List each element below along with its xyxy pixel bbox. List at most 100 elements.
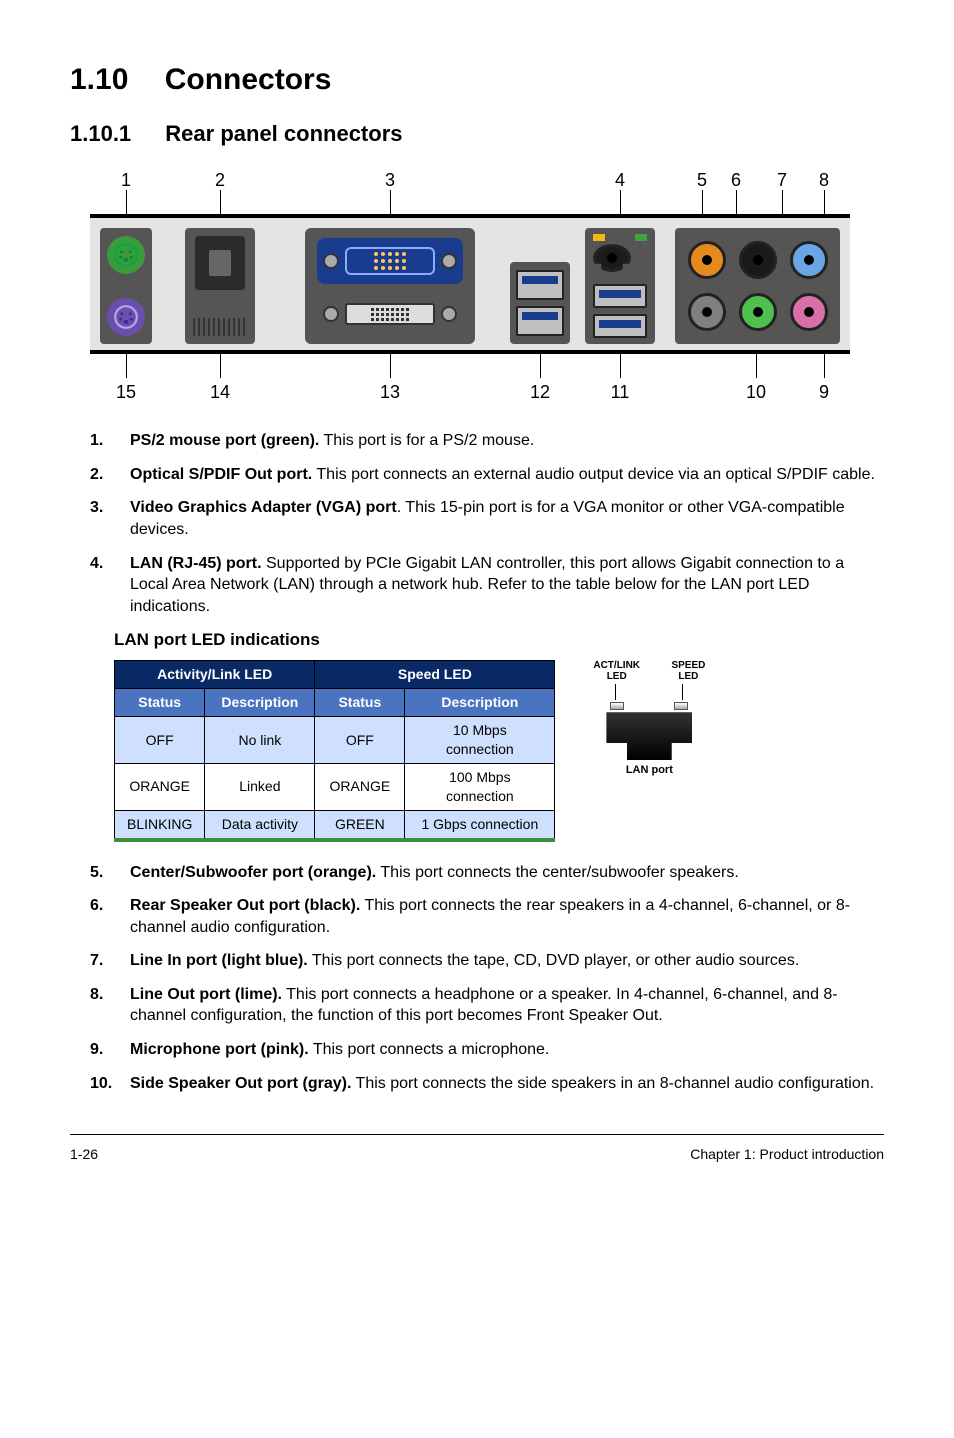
- ps2-mouse-port-icon: [107, 236, 145, 274]
- table-cell: 10 Mbps connection: [405, 717, 555, 764]
- screw-icon: [323, 253, 339, 269]
- item-text: Side Speaker Out port (gray). This port …: [130, 1073, 884, 1095]
- table-cell: ORANGE: [115, 763, 205, 810]
- section-heading: 1.10 Connectors: [70, 60, 884, 101]
- item-bold: Video Graphics Adapter (VGA) port: [130, 499, 397, 516]
- table-cell: 1 Gbps connection: [405, 810, 555, 839]
- usb-port-icon: [516, 306, 564, 336]
- callout-number: 13: [378, 380, 402, 404]
- list-item: 2.Optical S/PDIF Out port. This port con…: [90, 464, 884, 486]
- item-number: 9.: [90, 1039, 130, 1061]
- ps2-block: [100, 228, 152, 344]
- item-bold: Microphone port (pink).: [130, 1041, 309, 1058]
- lan-port-figure: ACT/LINK LED SPEED LED LAN port: [593, 660, 705, 776]
- callout-number: 4: [608, 168, 632, 192]
- item-text: Center/Subwoofer port (orange). This por…: [130, 862, 884, 884]
- table-subheader-cell: Status: [315, 689, 405, 717]
- rear-panel-diagram: 12345678: [90, 168, 884, 400]
- callout-tick: [756, 354, 757, 378]
- table-row: ORANGELinkedORANGE100 Mbps connection: [115, 763, 555, 810]
- callout-number: 12: [528, 380, 552, 404]
- callout-tick: [390, 354, 391, 378]
- audio-block: [675, 228, 840, 344]
- screw-icon: [441, 306, 457, 322]
- callouts-bottom: 1514131211109: [90, 354, 850, 400]
- audio-jack-icon: [790, 241, 828, 279]
- table-sub-header: StatusDescriptionStatusDescription: [115, 689, 555, 717]
- item-text: Rear Speaker Out port (black). This port…: [130, 895, 884, 938]
- item-text: Microphone port (pink). This port connec…: [130, 1039, 884, 1061]
- lan-fig-label-left: ACT/LINK LED: [593, 660, 640, 682]
- item-number: 4.: [90, 553, 130, 618]
- callout-tick: [620, 354, 621, 378]
- rear-panel: [90, 214, 850, 354]
- table-cell: GREEN: [315, 810, 405, 839]
- item-bold: Optical S/PDIF Out port.: [130, 466, 312, 483]
- screw-icon: [441, 253, 457, 269]
- vent-icon: [193, 318, 247, 336]
- led-icon: [610, 702, 624, 710]
- table-subheader-cell: Description: [405, 689, 555, 717]
- callout-number: 8: [812, 168, 836, 192]
- callout-tick: [390, 190, 391, 214]
- callout-number: 1: [114, 168, 138, 192]
- item-text: Optical S/PDIF Out port. This port conne…: [130, 464, 884, 486]
- item-bold: Side Speaker Out port (gray).: [130, 1075, 351, 1092]
- item-text: Line Out port (lime). This port connects…: [130, 984, 884, 1027]
- callout-tick: [540, 354, 541, 378]
- table-row: OFFNo linkOFF10 Mbps connection: [115, 717, 555, 764]
- subsection-heading: 1.10.1 Rear panel connectors: [70, 119, 884, 149]
- item-number: 7.: [90, 950, 130, 972]
- table-cell: OFF: [115, 717, 205, 764]
- item-bold: Center/Subwoofer port (orange).: [130, 864, 376, 881]
- callout-number: 11: [608, 380, 632, 404]
- page-number: 1-26: [70, 1145, 98, 1164]
- subsection-title: Rear panel connectors: [165, 121, 402, 146]
- item-bold: Rear Speaker Out port (black).: [130, 897, 360, 914]
- lan-jack-icon: [606, 702, 692, 760]
- table-row: BLINKINGData activityGREEN1 Gbps connect…: [115, 810, 555, 839]
- usb-port-icon: [593, 314, 647, 338]
- callout-number: 2: [208, 168, 232, 192]
- item-text: Line In port (light blue). This port con…: [130, 950, 884, 972]
- list-item: 7.Line In port (light blue). This port c…: [90, 950, 884, 972]
- table-cell: Linked: [205, 763, 315, 810]
- callout-number: 10: [744, 380, 768, 404]
- section-title: Connectors: [165, 63, 332, 96]
- video-block: [305, 228, 475, 344]
- item-bold: Line In port (light blue).: [130, 952, 308, 969]
- lan-fig-caption: LAN port: [593, 764, 705, 776]
- item-number: 8.: [90, 984, 130, 1027]
- callout-tick: [824, 190, 825, 214]
- callout-tick: [620, 190, 621, 214]
- list-item: 8.Line Out port (lime). This port connec…: [90, 984, 884, 1027]
- callouts-top: 12345678: [90, 168, 850, 214]
- callout-number: 7: [770, 168, 794, 192]
- table-cell: 100 Mbps connection: [405, 763, 555, 810]
- table-cell: No link: [205, 717, 315, 764]
- callout-number: 15: [114, 380, 138, 404]
- lan-led-section: LAN port LED indications Activity/Link L…: [114, 629, 884, 841]
- callout-tick: [702, 190, 703, 214]
- callout-number: 9: [812, 380, 836, 404]
- dvi-port-icon: [317, 294, 463, 334]
- audio-jack-icon: [739, 241, 777, 279]
- item-number: 10.: [90, 1073, 130, 1095]
- callout-tick: [736, 190, 737, 214]
- optical-block: [185, 228, 255, 344]
- item-bold: LAN (RJ-45) port.: [130, 555, 262, 572]
- list-item: 10.Side Speaker Out port (gray). This po…: [90, 1073, 884, 1095]
- subsection-number: 1.10.1: [70, 119, 131, 149]
- item-bold: PS/2 mouse port (green).: [130, 432, 319, 449]
- audio-jack-icon: [790, 293, 828, 331]
- table-subheader-cell: Status: [115, 689, 205, 717]
- table-cell: Data activity: [205, 810, 315, 839]
- item-number: 6.: [90, 895, 130, 938]
- usb-port-icon: [516, 270, 564, 300]
- list-item: 4.LAN (RJ-45) port. Supported by PCIe Gi…: [90, 553, 884, 618]
- item-text: Video Graphics Adapter (VGA) port. This …: [130, 497, 884, 540]
- vga-port-icon: [317, 238, 463, 284]
- callout-number: 14: [208, 380, 232, 404]
- callout-tick: [220, 354, 221, 378]
- usb-block: [510, 262, 570, 344]
